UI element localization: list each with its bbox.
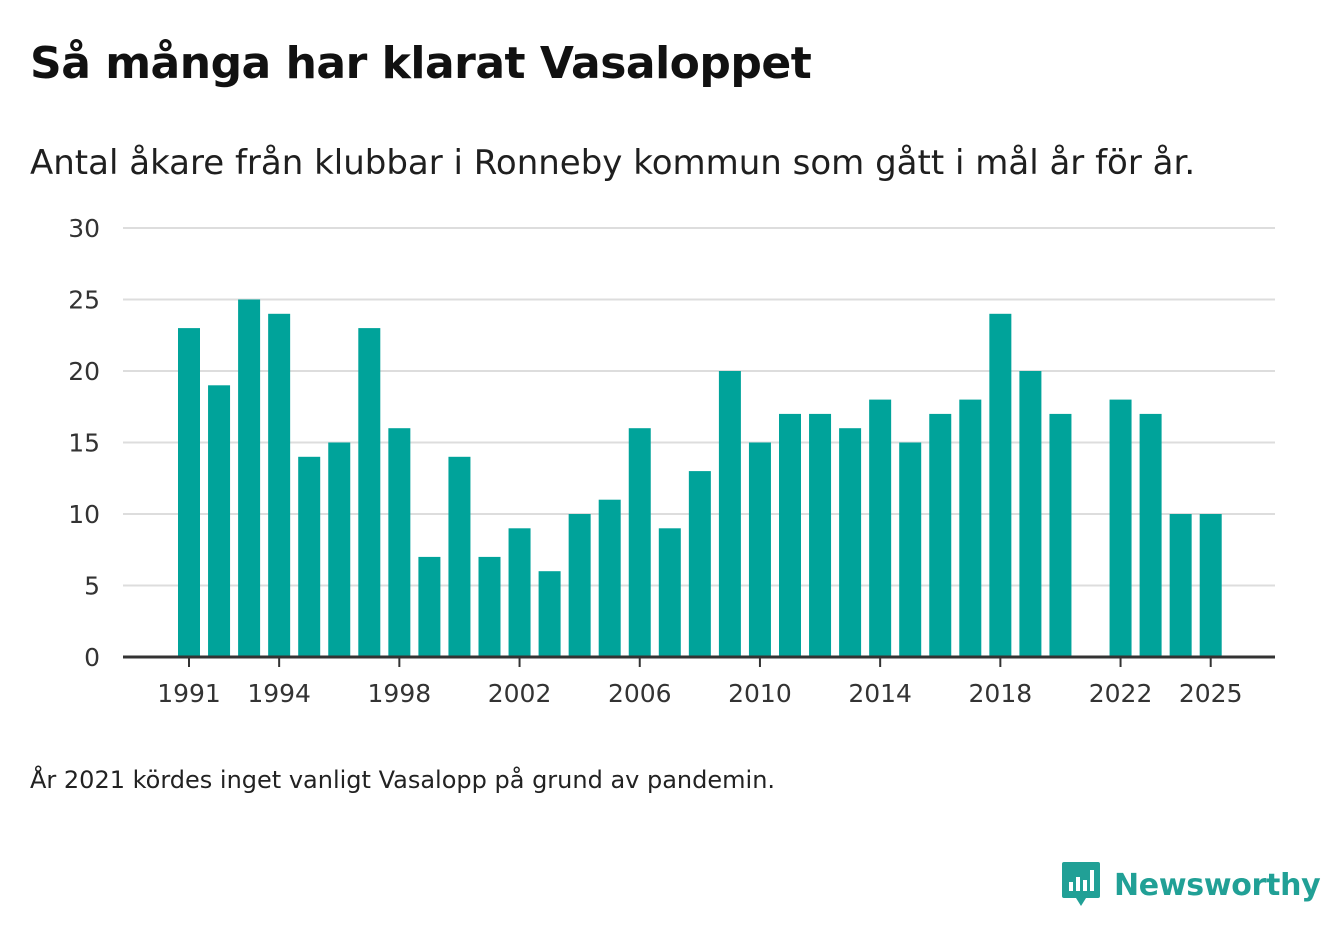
bar-1996[interactable] (328, 443, 350, 658)
brand-name: Newsworthy (1114, 868, 1320, 903)
bar-2016[interactable] (929, 414, 951, 657)
bar-2023[interactable] (1140, 414, 1162, 657)
bar-2008[interactable] (689, 471, 711, 657)
x-tick-label-2010: 2010 (728, 679, 792, 708)
bar-2009[interactable] (719, 371, 741, 657)
bar-2020[interactable] (1049, 414, 1071, 657)
bar-2001[interactable] (479, 557, 501, 657)
bars (178, 300, 1222, 658)
x-axis-ticks: 1991 1994 1998 2002 2006 2010 2014 2018 2022 2025 (157, 657, 1242, 708)
bar-2025[interactable] (1200, 514, 1222, 657)
bar-2000[interactable] (448, 457, 470, 657)
bar-1992[interactable] (208, 385, 230, 657)
bar-1993[interactable] (238, 300, 260, 658)
x-tick-label-2022: 2022 (1089, 679, 1153, 708)
y-tick-label-15: 15 (68, 429, 100, 458)
bar-2019[interactable] (1019, 371, 1041, 657)
y-tick-label-20: 20 (68, 357, 100, 386)
bar-1991[interactable] (178, 328, 200, 657)
x-tick-label-2014: 2014 (848, 679, 912, 708)
x-tick-label-2006: 2006 (608, 679, 672, 708)
bar-1995[interactable] (298, 457, 320, 657)
bar-2014[interactable] (869, 400, 891, 657)
bar-2012[interactable] (809, 414, 831, 657)
bar-2017[interactable] (959, 400, 981, 657)
x-tick-label-2018: 2018 (969, 679, 1033, 708)
bar-1994[interactable] (268, 314, 290, 657)
x-tick-label-2025: 2025 (1179, 679, 1243, 708)
bar-2015[interactable] (899, 443, 921, 658)
bar-2010[interactable] (749, 443, 771, 658)
bar-1997[interactable] (358, 328, 380, 657)
bar-2004[interactable] (569, 514, 591, 657)
y-tick-label-25: 25 (68, 286, 100, 315)
footnote: År 2021 kördes inget vanligt Vasalopp på… (30, 766, 775, 794)
x-tick-label-1991: 1991 (157, 679, 221, 708)
bar-2005[interactable] (599, 500, 621, 657)
y-tick-label-10: 10 (68, 500, 100, 529)
y-tick-label-30: 30 (68, 214, 100, 243)
bar-2006[interactable] (629, 428, 651, 657)
newsworthy-logo-icon (1060, 860, 1102, 910)
bar-2002[interactable] (509, 528, 531, 657)
bar-1999[interactable] (418, 557, 440, 657)
bar-2007[interactable] (659, 528, 681, 657)
bar-2003[interactable] (539, 571, 561, 657)
bar-2011[interactable] (779, 414, 801, 657)
x-tick-label-2002: 2002 (488, 679, 552, 708)
bar-2013[interactable] (839, 428, 861, 657)
x-tick-label-1994: 1994 (247, 679, 311, 708)
bar-2018[interactable] (989, 314, 1011, 657)
y-tick-label-0: 0 (84, 643, 100, 672)
bar-2024[interactable] (1170, 514, 1192, 657)
bar-2022[interactable] (1110, 400, 1132, 657)
y-tick-label-5: 5 (84, 572, 100, 601)
x-tick-label-1998: 1998 (368, 679, 432, 708)
bar-1998[interactable] (388, 428, 410, 657)
y-axis-ticks: 0 5 10 15 20 25 30 (68, 214, 100, 672)
brand-logo[interactable]: Newsworthy (1060, 860, 1320, 910)
